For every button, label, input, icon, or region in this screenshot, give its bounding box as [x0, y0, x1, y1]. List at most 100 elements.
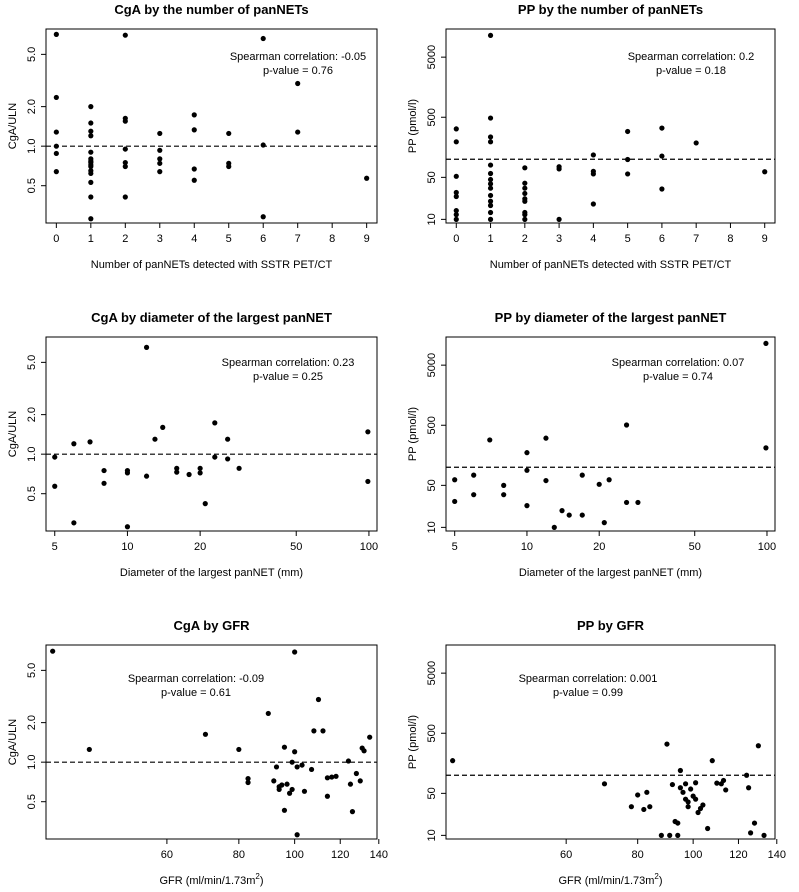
data-point [566, 512, 572, 518]
data-point [320, 728, 326, 734]
data-point [122, 146, 128, 152]
data-point [487, 209, 494, 216]
data-point [487, 170, 494, 177]
plot-frame [445, 644, 776, 840]
data-point [357, 778, 363, 784]
data-point [226, 163, 232, 170]
data-point [157, 156, 163, 162]
data-point [452, 477, 458, 483]
data-point [324, 775, 331, 781]
x-axis-label: GFR (ml/min/1.73m2) [159, 872, 263, 887]
data-point [556, 216, 562, 222]
data-point [453, 126, 459, 132]
data-point [487, 181, 494, 187]
data-point [641, 806, 647, 813]
x-tick-label: 2 [122, 233, 128, 245]
x-tick-label: 8 [329, 233, 335, 245]
data-point [152, 436, 158, 442]
data-point [202, 501, 208, 507]
data-point [365, 429, 371, 435]
x-tick-label: 9 [762, 233, 768, 245]
data-point [260, 35, 266, 42]
x-axis-label: Diameter of the largest panNET (mm) [519, 567, 702, 579]
y-tick-label: 0.5 [26, 486, 38, 501]
x-tick-label: 50 [290, 541, 302, 553]
x-tick-label: 4 [590, 233, 596, 245]
y-axis-label: PP (pmol/l) [407, 407, 419, 461]
y-tick-label: 1.0 [26, 139, 38, 154]
data-point [286, 790, 293, 796]
x-tick-label: 100 [360, 541, 378, 553]
data-point [271, 778, 277, 784]
data-point [281, 807, 288, 813]
data-point [71, 520, 77, 526]
data-point [685, 799, 691, 805]
data-point [245, 775, 251, 782]
data-point [471, 472, 477, 478]
data-point [693, 796, 699, 802]
data-point [471, 492, 477, 498]
data-point [685, 804, 691, 810]
chart-title: CgA by diameter of the largest panNET [91, 310, 332, 325]
x-tick-label: 80 [632, 849, 644, 861]
data-point [324, 793, 331, 799]
data-point [559, 508, 565, 514]
data-point [53, 169, 59, 175]
data-point [596, 481, 602, 487]
data-point [353, 770, 359, 777]
data-point [143, 473, 150, 479]
data-point [364, 175, 370, 181]
data-point [308, 766, 315, 773]
data-point [191, 127, 197, 133]
y-tick-label: 0.5 [26, 178, 38, 193]
data-point [700, 802, 706, 808]
data-point [347, 781, 354, 787]
y-tick-label: 500 [426, 108, 438, 126]
data-point [688, 786, 694, 792]
data-point [625, 128, 631, 135]
data-point [265, 710, 271, 717]
chart-panel-2: PP by the number of panNETs 10 50 500 5000 0 1… [407, 2, 776, 271]
x-tick-label: 0 [53, 233, 59, 245]
data-point [487, 198, 494, 204]
plot-frame [445, 28, 776, 224]
x-tick-label: 5 [625, 233, 631, 245]
x-tick-label: 1 [88, 233, 94, 245]
data-point [453, 139, 459, 145]
x-axis-label: Number of panNETs detected with SSTR PET… [490, 259, 732, 271]
p-value: p-value = 0.99 [553, 687, 623, 699]
x-tick-label: 2 [522, 233, 528, 245]
data-point [236, 746, 242, 753]
data-point [705, 825, 711, 832]
data-point [659, 186, 665, 192]
data-point [601, 781, 608, 787]
data-point [88, 120, 94, 126]
spearman-correlation: Spearman correlation: -0.05 [230, 51, 366, 63]
x-tick-label: 20 [194, 541, 206, 553]
data-point [212, 420, 218, 426]
data-point [292, 749, 298, 755]
data-point [160, 424, 166, 430]
data-point [487, 115, 494, 121]
p-value: p-value = 0.18 [656, 65, 726, 77]
y-tick-label: 50 [426, 787, 438, 799]
data-point [625, 156, 631, 163]
data-point [365, 478, 371, 485]
data-point [720, 777, 727, 784]
plot-frame [45, 28, 378, 224]
data-point [487, 134, 494, 140]
y-tick-label: 500 [426, 724, 438, 742]
y-axis-label: CgA/ULN [7, 411, 19, 458]
y-axis-label: CgA/ULN [7, 103, 19, 150]
chart-panel-6: PP by GFR 10 50 500 5000 60 80 100 120 140 GFR (ml… [407, 618, 786, 887]
data-point [367, 734, 373, 740]
data-point [635, 792, 641, 798]
data-point [212, 454, 218, 460]
data-point [487, 216, 494, 222]
data-point [693, 140, 699, 146]
data-point [197, 470, 203, 476]
x-tick-label: 6 [260, 233, 266, 245]
x-tick-label: 100 [758, 541, 776, 553]
data-point [675, 832, 681, 838]
